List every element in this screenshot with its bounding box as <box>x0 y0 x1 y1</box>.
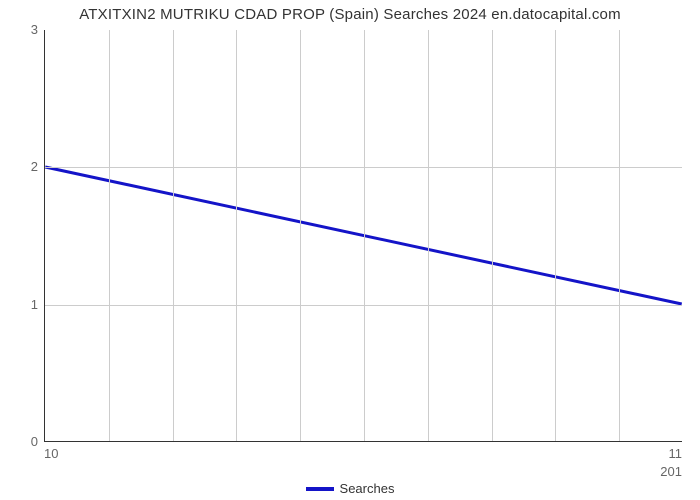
legend: Searches <box>0 481 700 496</box>
legend-label: Searches <box>340 481 395 496</box>
grid-line-vertical <box>300 30 301 441</box>
x-axis-tick-label: 11 <box>669 446 683 461</box>
chart-title: ATXITXIN2 MUTRIKU CDAD PROP (Spain) Sear… <box>0 6 700 23</box>
grid-line-vertical <box>173 30 174 441</box>
y-axis-tick-label: 1 <box>8 297 38 312</box>
y-axis-tick-label: 3 <box>8 22 38 37</box>
grid-line-vertical <box>236 30 237 441</box>
y-axis-tick-label: 0 <box>8 434 38 449</box>
grid-line-horizontal <box>45 305 682 306</box>
legend-swatch <box>306 487 334 491</box>
y-axis-tick-label: 2 <box>8 159 38 174</box>
grid-line-vertical <box>428 30 429 441</box>
x-axis-tick-label: 10 <box>44 446 58 461</box>
plot-area <box>44 30 682 442</box>
grid-line-vertical <box>555 30 556 441</box>
grid-line-vertical <box>619 30 620 441</box>
chart-container: ATXITXIN2 MUTRIKU CDAD PROP (Spain) Sear… <box>0 0 700 500</box>
grid-line-horizontal <box>45 167 682 168</box>
grid-line-vertical <box>364 30 365 441</box>
grid-line-vertical <box>492 30 493 441</box>
grid-line-vertical <box>109 30 110 441</box>
x-axis-secondary-label: 201 <box>660 464 682 479</box>
